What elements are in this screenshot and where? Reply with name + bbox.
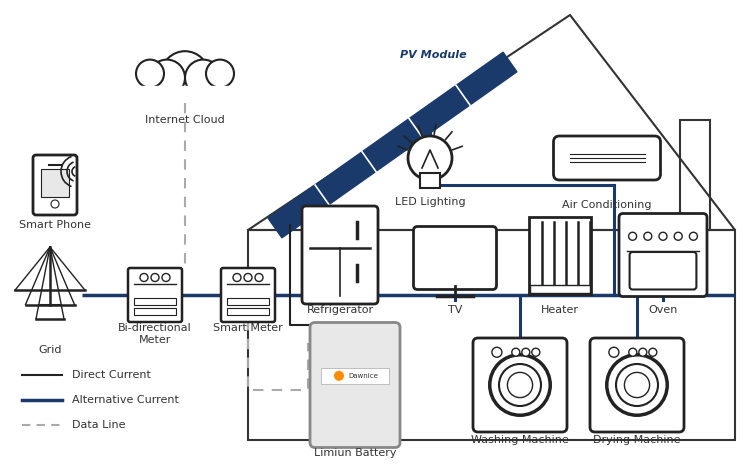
Circle shape — [689, 232, 698, 240]
Circle shape — [206, 60, 234, 88]
Text: Oven: Oven — [648, 305, 678, 315]
Bar — [134, 298, 176, 305]
Text: Refrigerator: Refrigerator — [307, 305, 374, 315]
Text: Internet Cloud: Internet Cloud — [146, 115, 225, 125]
Bar — [227, 298, 269, 305]
Circle shape — [649, 348, 657, 356]
Circle shape — [512, 348, 520, 356]
FancyBboxPatch shape — [473, 338, 567, 432]
FancyBboxPatch shape — [529, 217, 591, 294]
Text: Heater: Heater — [541, 305, 579, 315]
Circle shape — [255, 273, 263, 281]
Text: Dawnice: Dawnice — [349, 373, 379, 379]
Bar — [40, 169, 69, 197]
Text: Air Conditioning: Air Conditioning — [562, 200, 652, 210]
Bar — [134, 307, 176, 315]
FancyBboxPatch shape — [128, 268, 182, 322]
Text: Washing Machine: Washing Machine — [471, 435, 568, 445]
Circle shape — [499, 364, 541, 406]
FancyBboxPatch shape — [554, 136, 661, 180]
Circle shape — [244, 273, 252, 281]
Circle shape — [628, 232, 637, 240]
Text: Limiun Battery: Limiun Battery — [314, 448, 396, 458]
Circle shape — [233, 273, 241, 281]
Text: Grid: Grid — [38, 345, 62, 355]
FancyBboxPatch shape — [629, 252, 697, 289]
Bar — [227, 307, 269, 315]
Circle shape — [136, 60, 164, 88]
Text: LED Lighting: LED Lighting — [394, 197, 465, 207]
Circle shape — [532, 348, 540, 356]
FancyBboxPatch shape — [221, 268, 275, 322]
Circle shape — [148, 60, 185, 96]
Text: PV Module: PV Module — [400, 50, 466, 60]
Text: Alternative Current: Alternative Current — [72, 395, 178, 405]
FancyBboxPatch shape — [413, 227, 497, 289]
Circle shape — [625, 372, 650, 398]
Circle shape — [674, 232, 682, 240]
Circle shape — [334, 371, 344, 381]
Circle shape — [659, 232, 667, 240]
FancyBboxPatch shape — [302, 206, 378, 304]
Circle shape — [490, 355, 550, 415]
Circle shape — [162, 273, 170, 281]
FancyBboxPatch shape — [590, 338, 684, 432]
Circle shape — [609, 347, 619, 357]
FancyBboxPatch shape — [33, 155, 77, 215]
Polygon shape — [268, 52, 517, 238]
FancyBboxPatch shape — [310, 323, 400, 447]
Circle shape — [185, 60, 221, 96]
Text: Smart Phone: Smart Phone — [19, 220, 91, 230]
Circle shape — [607, 355, 668, 415]
Bar — [420, 174, 440, 188]
Circle shape — [492, 347, 502, 357]
Circle shape — [408, 136, 452, 180]
Circle shape — [508, 372, 532, 398]
Circle shape — [628, 348, 637, 356]
Bar — [322, 368, 388, 384]
Text: Direct Current: Direct Current — [72, 370, 151, 380]
Circle shape — [616, 364, 658, 406]
Text: Smart Meter: Smart Meter — [213, 323, 283, 333]
Circle shape — [522, 348, 530, 356]
Text: Bi-directional
Meter: Bi-directional Meter — [118, 323, 192, 345]
Text: Data Line: Data Line — [72, 420, 125, 430]
Circle shape — [644, 232, 652, 240]
Circle shape — [140, 273, 148, 281]
Bar — [530, 284, 590, 292]
Text: TV: TV — [448, 305, 462, 315]
Circle shape — [51, 200, 59, 208]
Text: Drying Machine: Drying Machine — [593, 435, 681, 445]
Circle shape — [639, 348, 646, 356]
Circle shape — [151, 273, 159, 281]
FancyBboxPatch shape — [619, 213, 707, 297]
Circle shape — [161, 51, 209, 99]
